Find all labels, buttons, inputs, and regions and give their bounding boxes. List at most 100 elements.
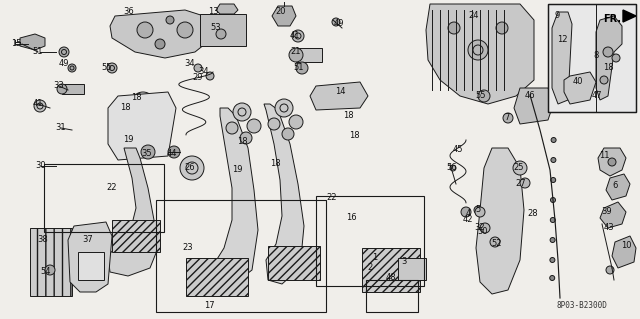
Polygon shape <box>623 10 636 22</box>
Text: 51: 51 <box>294 63 304 72</box>
Circle shape <box>474 206 482 214</box>
Text: 43: 43 <box>604 224 614 233</box>
Text: 24: 24 <box>468 11 479 20</box>
Polygon shape <box>108 148 158 276</box>
Text: 46: 46 <box>525 91 535 100</box>
Circle shape <box>68 64 76 72</box>
Text: 15: 15 <box>11 40 21 48</box>
Circle shape <box>513 161 527 175</box>
Circle shape <box>177 22 193 38</box>
Circle shape <box>137 22 153 38</box>
Text: 12: 12 <box>557 35 567 44</box>
Circle shape <box>145 135 155 145</box>
Text: 56: 56 <box>447 164 458 173</box>
Text: 18: 18 <box>120 103 131 113</box>
Polygon shape <box>514 88 554 124</box>
Circle shape <box>550 177 556 182</box>
Polygon shape <box>264 104 304 284</box>
Circle shape <box>603 47 613 57</box>
Text: 22: 22 <box>327 194 337 203</box>
Circle shape <box>233 103 251 121</box>
Polygon shape <box>214 108 258 284</box>
Text: 44: 44 <box>167 150 177 159</box>
Circle shape <box>129 112 141 124</box>
Circle shape <box>503 113 513 123</box>
Text: 18: 18 <box>603 63 613 72</box>
Circle shape <box>289 115 303 129</box>
Text: 55: 55 <box>102 63 112 72</box>
Text: 5: 5 <box>476 205 481 214</box>
Bar <box>548 4 636 112</box>
Text: 40: 40 <box>573 78 583 86</box>
Text: 23: 23 <box>182 243 193 253</box>
Text: 19: 19 <box>232 166 243 174</box>
Bar <box>156 200 326 312</box>
Text: 33: 33 <box>54 81 65 91</box>
Circle shape <box>194 64 202 72</box>
Circle shape <box>206 72 214 80</box>
Text: 7: 7 <box>504 114 509 122</box>
Circle shape <box>480 223 490 233</box>
Text: 2: 2 <box>367 263 372 272</box>
Circle shape <box>478 90 490 102</box>
Bar <box>268 246 320 280</box>
Polygon shape <box>600 202 626 228</box>
Text: 18: 18 <box>269 159 280 167</box>
Circle shape <box>216 29 226 39</box>
Circle shape <box>282 128 294 140</box>
Text: 34: 34 <box>198 68 209 77</box>
Circle shape <box>45 265 55 275</box>
Circle shape <box>475 207 485 217</box>
Text: 18: 18 <box>131 93 141 102</box>
Circle shape <box>551 137 556 143</box>
Text: 28: 28 <box>528 209 538 218</box>
Text: 41: 41 <box>33 100 44 108</box>
Circle shape <box>600 76 608 84</box>
Circle shape <box>226 122 238 134</box>
Circle shape <box>551 7 565 21</box>
Text: 38: 38 <box>38 235 49 244</box>
Bar <box>362 248 420 292</box>
Text: 41: 41 <box>290 32 300 41</box>
Polygon shape <box>612 236 636 268</box>
Text: 26: 26 <box>185 164 195 173</box>
Text: 27: 27 <box>516 179 526 188</box>
Text: 53: 53 <box>211 24 221 33</box>
Bar <box>62 84 84 94</box>
Circle shape <box>141 145 155 159</box>
Circle shape <box>551 158 556 162</box>
Text: 25: 25 <box>514 164 524 173</box>
Bar <box>186 258 248 296</box>
Text: 54: 54 <box>41 268 51 277</box>
Circle shape <box>131 92 155 116</box>
Text: 35: 35 <box>141 150 152 159</box>
Polygon shape <box>272 6 296 26</box>
Text: 18: 18 <box>342 112 353 121</box>
Circle shape <box>490 237 500 247</box>
Bar <box>398 258 426 280</box>
Text: FR.: FR. <box>603 14 621 24</box>
Text: 48: 48 <box>386 273 396 283</box>
Circle shape <box>296 62 308 74</box>
Circle shape <box>450 165 456 171</box>
Circle shape <box>59 47 69 57</box>
Bar <box>548 4 636 112</box>
Circle shape <box>520 178 530 188</box>
Text: 34: 34 <box>185 60 195 69</box>
Circle shape <box>107 63 117 73</box>
Text: 8P03-B2300D: 8P03-B2300D <box>557 300 607 309</box>
Text: 36: 36 <box>124 8 134 17</box>
Text: 13: 13 <box>208 8 218 17</box>
Circle shape <box>550 276 555 280</box>
Circle shape <box>448 22 460 34</box>
Polygon shape <box>216 4 238 14</box>
Text: 4: 4 <box>465 210 470 219</box>
Circle shape <box>332 18 340 26</box>
Circle shape <box>168 146 180 158</box>
Circle shape <box>180 156 204 180</box>
Polygon shape <box>310 82 368 110</box>
Text: 55: 55 <box>476 92 486 100</box>
Text: 31: 31 <box>56 123 67 132</box>
Text: 32: 32 <box>475 224 485 233</box>
Circle shape <box>553 77 563 87</box>
